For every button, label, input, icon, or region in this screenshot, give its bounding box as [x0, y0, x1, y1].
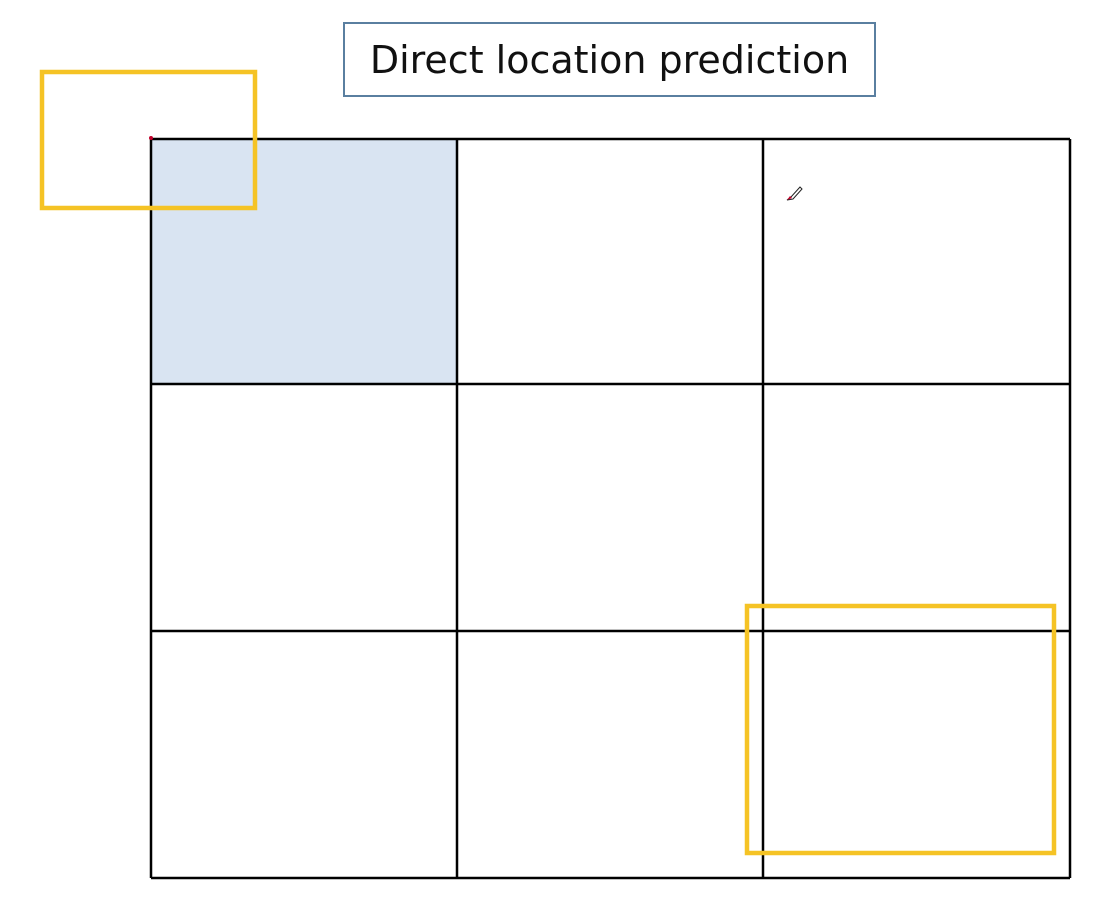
grid-lines [149, 137, 1072, 880]
bounding-box-bottom-right [744, 603, 1057, 856]
diagram-title: Direct location prediction [369, 37, 850, 82]
corner-marker [149, 136, 153, 140]
pen-pointer-icon [786, 186, 803, 201]
bounding-box-top-left [39, 69, 258, 211]
highlighted-grid-cell [151, 139, 457, 384]
title-box: Direct location prediction [343, 22, 876, 97]
